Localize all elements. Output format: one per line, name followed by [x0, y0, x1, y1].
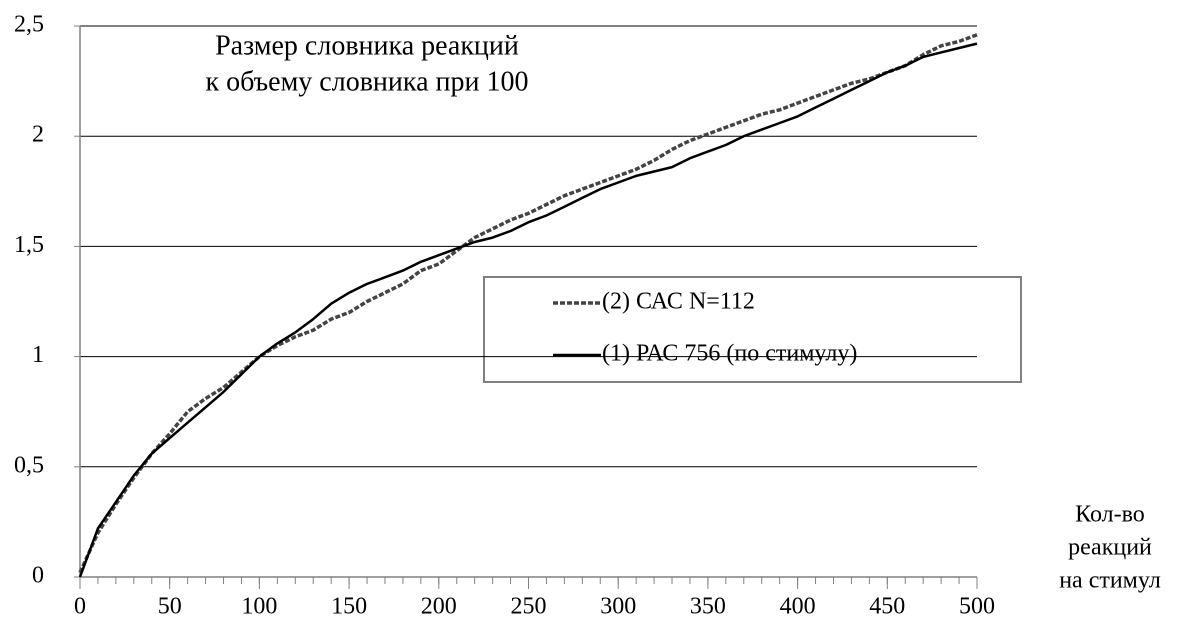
- x-tick-label: 50: [158, 594, 182, 620]
- y-tick-label: 0: [32, 563, 44, 589]
- x-axis-label: на стимул: [1059, 568, 1161, 594]
- series-line: [78, 42, 978, 578]
- x-tick-label: 100: [241, 594, 277, 620]
- legend-box: [483, 276, 1022, 383]
- y-tick-label: 2: [32, 122, 44, 148]
- chart-title: к объему словника при 100: [206, 66, 529, 97]
- x-tick-label: 450: [869, 594, 905, 620]
- y-tick-label: 1,5: [14, 232, 44, 258]
- x-tick-label: 500: [959, 594, 995, 620]
- series-line: [78, 33, 978, 574]
- y-tick-label: 1: [32, 342, 44, 368]
- chart-title: Размер словника реакций: [215, 30, 519, 61]
- y-tick-label: 2,5: [14, 12, 44, 38]
- x-tick-label: 0: [74, 594, 86, 620]
- x-tick-label: 200: [421, 594, 457, 620]
- x-axis-label: Кол-во: [1075, 502, 1145, 528]
- x-tick-label: 400: [780, 594, 816, 620]
- y-tick-label: 0,5: [14, 452, 44, 478]
- x-tick-label: 350: [690, 594, 726, 620]
- legend-label: (2) САС N=112: [602, 289, 755, 315]
- legend-label: (1) РАС 756 (по стимулу): [602, 341, 857, 367]
- x-tick-label: 150: [331, 594, 367, 620]
- x-tick-label: 250: [511, 594, 547, 620]
- x-tick-label: 300: [600, 594, 636, 620]
- x-axis-label: реакций: [1068, 535, 1152, 561]
